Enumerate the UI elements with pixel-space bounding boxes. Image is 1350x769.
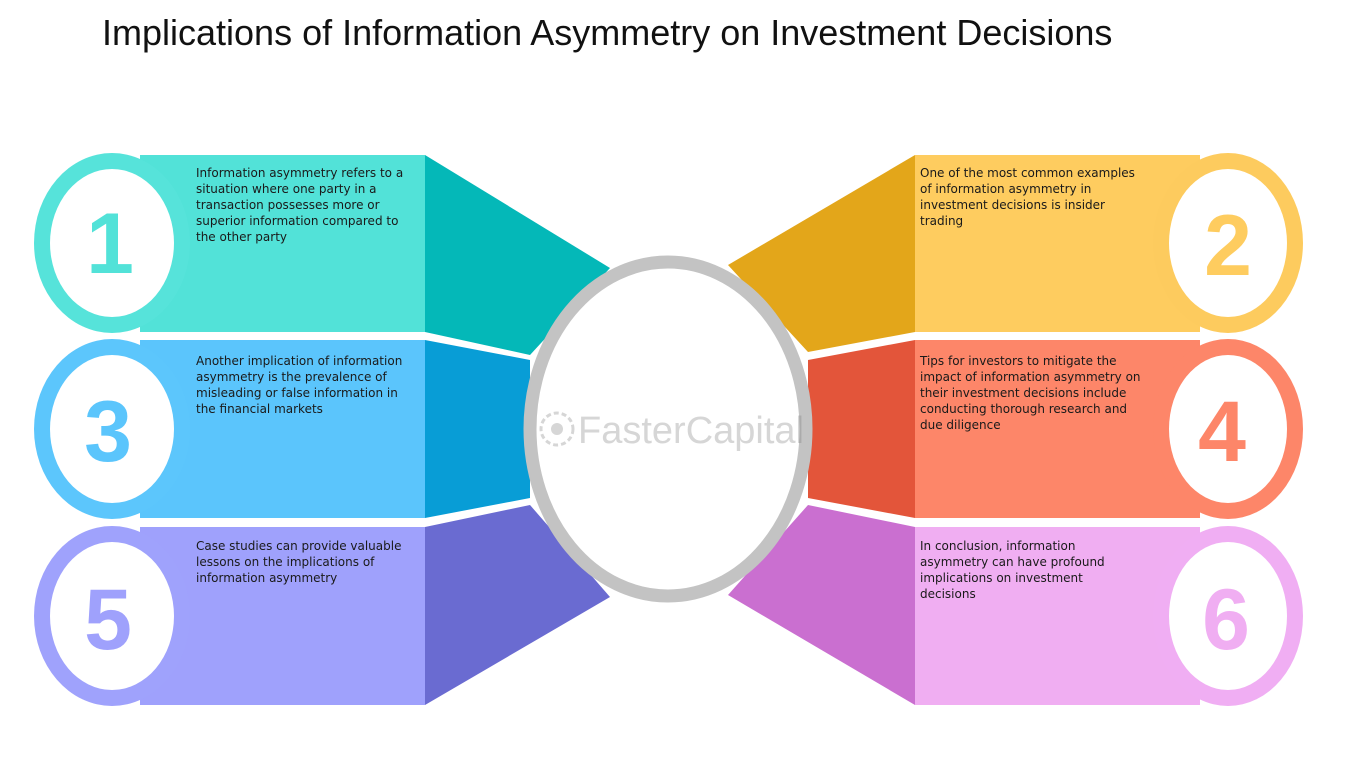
item-3-block: 3: [34, 339, 530, 519]
watermark-logo: FasterCapital: [539, 410, 804, 452]
item-1-ring-inner: [50, 169, 174, 317]
item-5-ring-inner: [50, 542, 174, 690]
item-3-number: 3: [84, 384, 132, 480]
item-2-block: 2: [728, 153, 1303, 352]
item-1-number: 1: [86, 196, 134, 292]
item-6-ring-inner: [1169, 542, 1287, 690]
item-5-text: Case studies can provide valuable lesson…: [196, 539, 402, 585]
item-6-wedge: [728, 505, 915, 705]
item-5-banner: [140, 527, 425, 705]
item-6-block: 6: [728, 505, 1303, 706]
item-3-banner: [140, 340, 425, 518]
item-3-ring-inner: [50, 355, 174, 503]
gear-icon: [539, 411, 575, 447]
item-1-block: 1: [34, 153, 610, 355]
item-5-number: 5: [84, 572, 132, 668]
item-3-text: Another implication of information asymm…: [196, 354, 403, 416]
item-6-banner: [915, 527, 1200, 705]
item-4-wedge: [808, 340, 915, 518]
item-1-text: Information asymmetry refers to a situat…: [196, 166, 404, 244]
item-5-block: 5: [34, 505, 610, 706]
item-1-wedge: [425, 155, 610, 355]
item-4-banner: [915, 340, 1200, 518]
diagram-title: Implications of Information Asymmetry on…: [102, 12, 1113, 53]
center-ring: [523, 255, 813, 603]
item-2-ring-inner: [1169, 169, 1287, 317]
item-2-number: 2: [1204, 198, 1252, 294]
item-6-number: 6: [1202, 572, 1250, 668]
item-2-banner: [915, 155, 1200, 332]
item-3-wedge: [425, 340, 530, 518]
gear-icon-hub: [551, 423, 563, 435]
item-6-text: In conclusion, information asymmetry can…: [920, 539, 1105, 601]
item-5-wedge: [425, 505, 610, 705]
item-4-number: 4: [1198, 384, 1246, 480]
item-2-wedge: [728, 155, 915, 352]
item-4-text: Tips for investors to mitigate the impac…: [920, 354, 1141, 432]
watermark-text: FasterCapital: [578, 410, 804, 452]
item-1-banner: [140, 155, 425, 332]
item-2-text: One of the most common examples of infor…: [920, 166, 1135, 228]
item-4-block: 4: [808, 339, 1303, 519]
item-4-ring-inner: [1169, 355, 1287, 503]
